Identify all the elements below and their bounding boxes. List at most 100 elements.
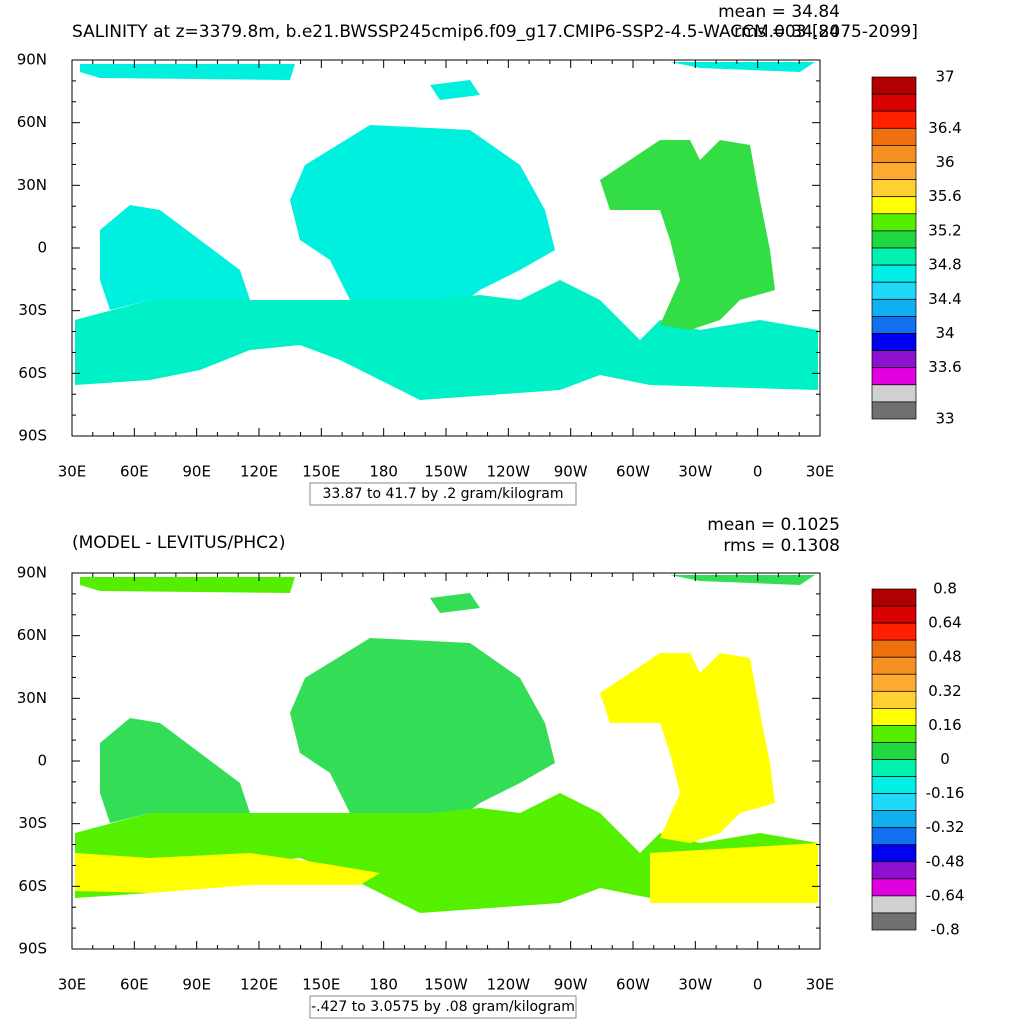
colorbar-box	[871, 861, 917, 880]
colorbar-label: 0.48	[928, 648, 961, 666]
colorbar-box	[871, 827, 917, 846]
colorbar-box	[871, 759, 917, 777]
colorbar-label: 0	[940, 750, 950, 768]
colorbar-box	[871, 247, 917, 266]
lon-label: 0	[753, 463, 763, 481]
title: SALINITY at z=3379.8m, b.e21.BWSSP245cmi…	[72, 22, 918, 42]
mean: mean = 34.84	[718, 2, 840, 22]
lat-label: 60S	[18, 877, 47, 895]
colorbar-box	[871, 76, 917, 95]
lon-label: 150E	[302, 463, 340, 481]
lon-label: 30E	[806, 463, 835, 481]
colorbar-label: -0.8	[930, 921, 959, 939]
colorbar-label: 35.6	[928, 187, 961, 205]
lat-label: 90S	[18, 427, 47, 445]
lon-label: 150E	[302, 976, 340, 994]
lat-label: 60N	[17, 626, 47, 644]
colorbar-box	[871, 673, 917, 692]
colorbar-box	[871, 281, 917, 300]
colorbar-box	[871, 162, 917, 180]
colorbar-box	[871, 196, 917, 215]
colorbar-label: 35.2	[928, 221, 961, 239]
lat-label: 60N	[17, 113, 47, 131]
colorbar-label: 37	[935, 68, 954, 86]
colorbar-box	[871, 707, 917, 726]
colorbar-box	[871, 316, 917, 334]
colorbar-label: -0.32	[926, 818, 965, 836]
map-field	[75, 575, 818, 913]
colorbar-label: 0.8	[933, 580, 957, 598]
lon-label: 180	[369, 463, 398, 481]
lat-label: 30N	[17, 176, 47, 194]
lon-label: 30E	[58, 976, 87, 994]
colorbar-label: 0.16	[928, 716, 961, 734]
colorbar-box	[871, 384, 917, 403]
lon-label: 30E	[806, 976, 835, 994]
lat-label: 0	[37, 752, 47, 770]
colorbar-box	[871, 298, 917, 317]
lat-label: 60S	[18, 364, 47, 382]
colorbar-box	[871, 844, 917, 863]
info-box	[309, 482, 577, 506]
lon-label: 120W	[487, 463, 531, 481]
colorbar-box	[871, 127, 917, 146]
colorbar-label: -0.16	[926, 784, 965, 802]
colorbar-box	[871, 110, 917, 129]
colorbar-label: 34.4	[928, 290, 961, 308]
lon-label: 150W	[424, 976, 468, 994]
colorbar-box	[871, 742, 917, 760]
colorbar-box	[871, 725, 917, 743]
colorbar-box	[871, 793, 917, 811]
lon-label: 0	[753, 976, 763, 994]
lon-label: 120W	[487, 976, 531, 994]
colorbar-box	[871, 145, 917, 163]
info-text: 33.87 to 41.7 by .2 gram/kilogram	[323, 486, 564, 502]
colorbar-label: -0.64	[926, 886, 965, 904]
colorbar-label: 33	[935, 410, 954, 428]
rms: rms = 34.84	[734, 22, 840, 42]
info-text: -.427 to 3.0575 by .08 gram/kilogram	[311, 999, 575, 1015]
colorbar-box	[871, 213, 917, 232]
lat-label: 90N	[17, 51, 47, 69]
colorbar-box	[871, 401, 917, 420]
colorbar-box	[871, 333, 917, 351]
colorbar-box	[871, 605, 917, 624]
colorbar-box	[871, 690, 917, 709]
lon-label: 30W	[678, 976, 712, 994]
colorbar-label: 0.32	[928, 682, 961, 700]
colorbar-box	[871, 179, 917, 198]
lon-label: 30E	[58, 463, 87, 481]
colorbar-box	[871, 93, 917, 112]
colorbar-label: -0.48	[926, 852, 965, 870]
lat-label: 90S	[18, 940, 47, 958]
lat-label: 30S	[18, 814, 47, 832]
lat-label: 90N	[17, 564, 47, 582]
lon-label: 90E	[182, 463, 211, 481]
colorbar-label: 0.64	[928, 614, 961, 632]
colorbar-label: 36.4	[928, 119, 961, 137]
lat-label: 30N	[17, 689, 47, 707]
colorbar-box	[871, 264, 917, 283]
lon-label: 60W	[616, 976, 650, 994]
info-box	[309, 995, 577, 1019]
lat-label: 0	[37, 239, 47, 257]
colorbar-label: 34.8	[928, 256, 961, 274]
lon-label: 60W	[616, 463, 650, 481]
lon-label: 120E	[240, 976, 278, 994]
colorbar-box	[871, 776, 917, 794]
colorbar-box	[871, 350, 917, 369]
colorbar-box	[871, 639, 917, 658]
lon-label: 90E	[182, 976, 211, 994]
colorbar-label: 36	[935, 153, 954, 171]
lat-label: 30S	[18, 301, 47, 319]
colorbar-box	[871, 588, 917, 607]
lon-label: 150W	[424, 463, 468, 481]
colorbar-box	[871, 367, 917, 386]
colorbar-box	[871, 810, 917, 829]
lon-label: 30W	[678, 463, 712, 481]
colorbar-box	[871, 622, 917, 641]
lon-label: 60E	[120, 976, 149, 994]
lon-label: 90W	[554, 463, 588, 481]
colorbar-label: 34	[935, 324, 954, 342]
